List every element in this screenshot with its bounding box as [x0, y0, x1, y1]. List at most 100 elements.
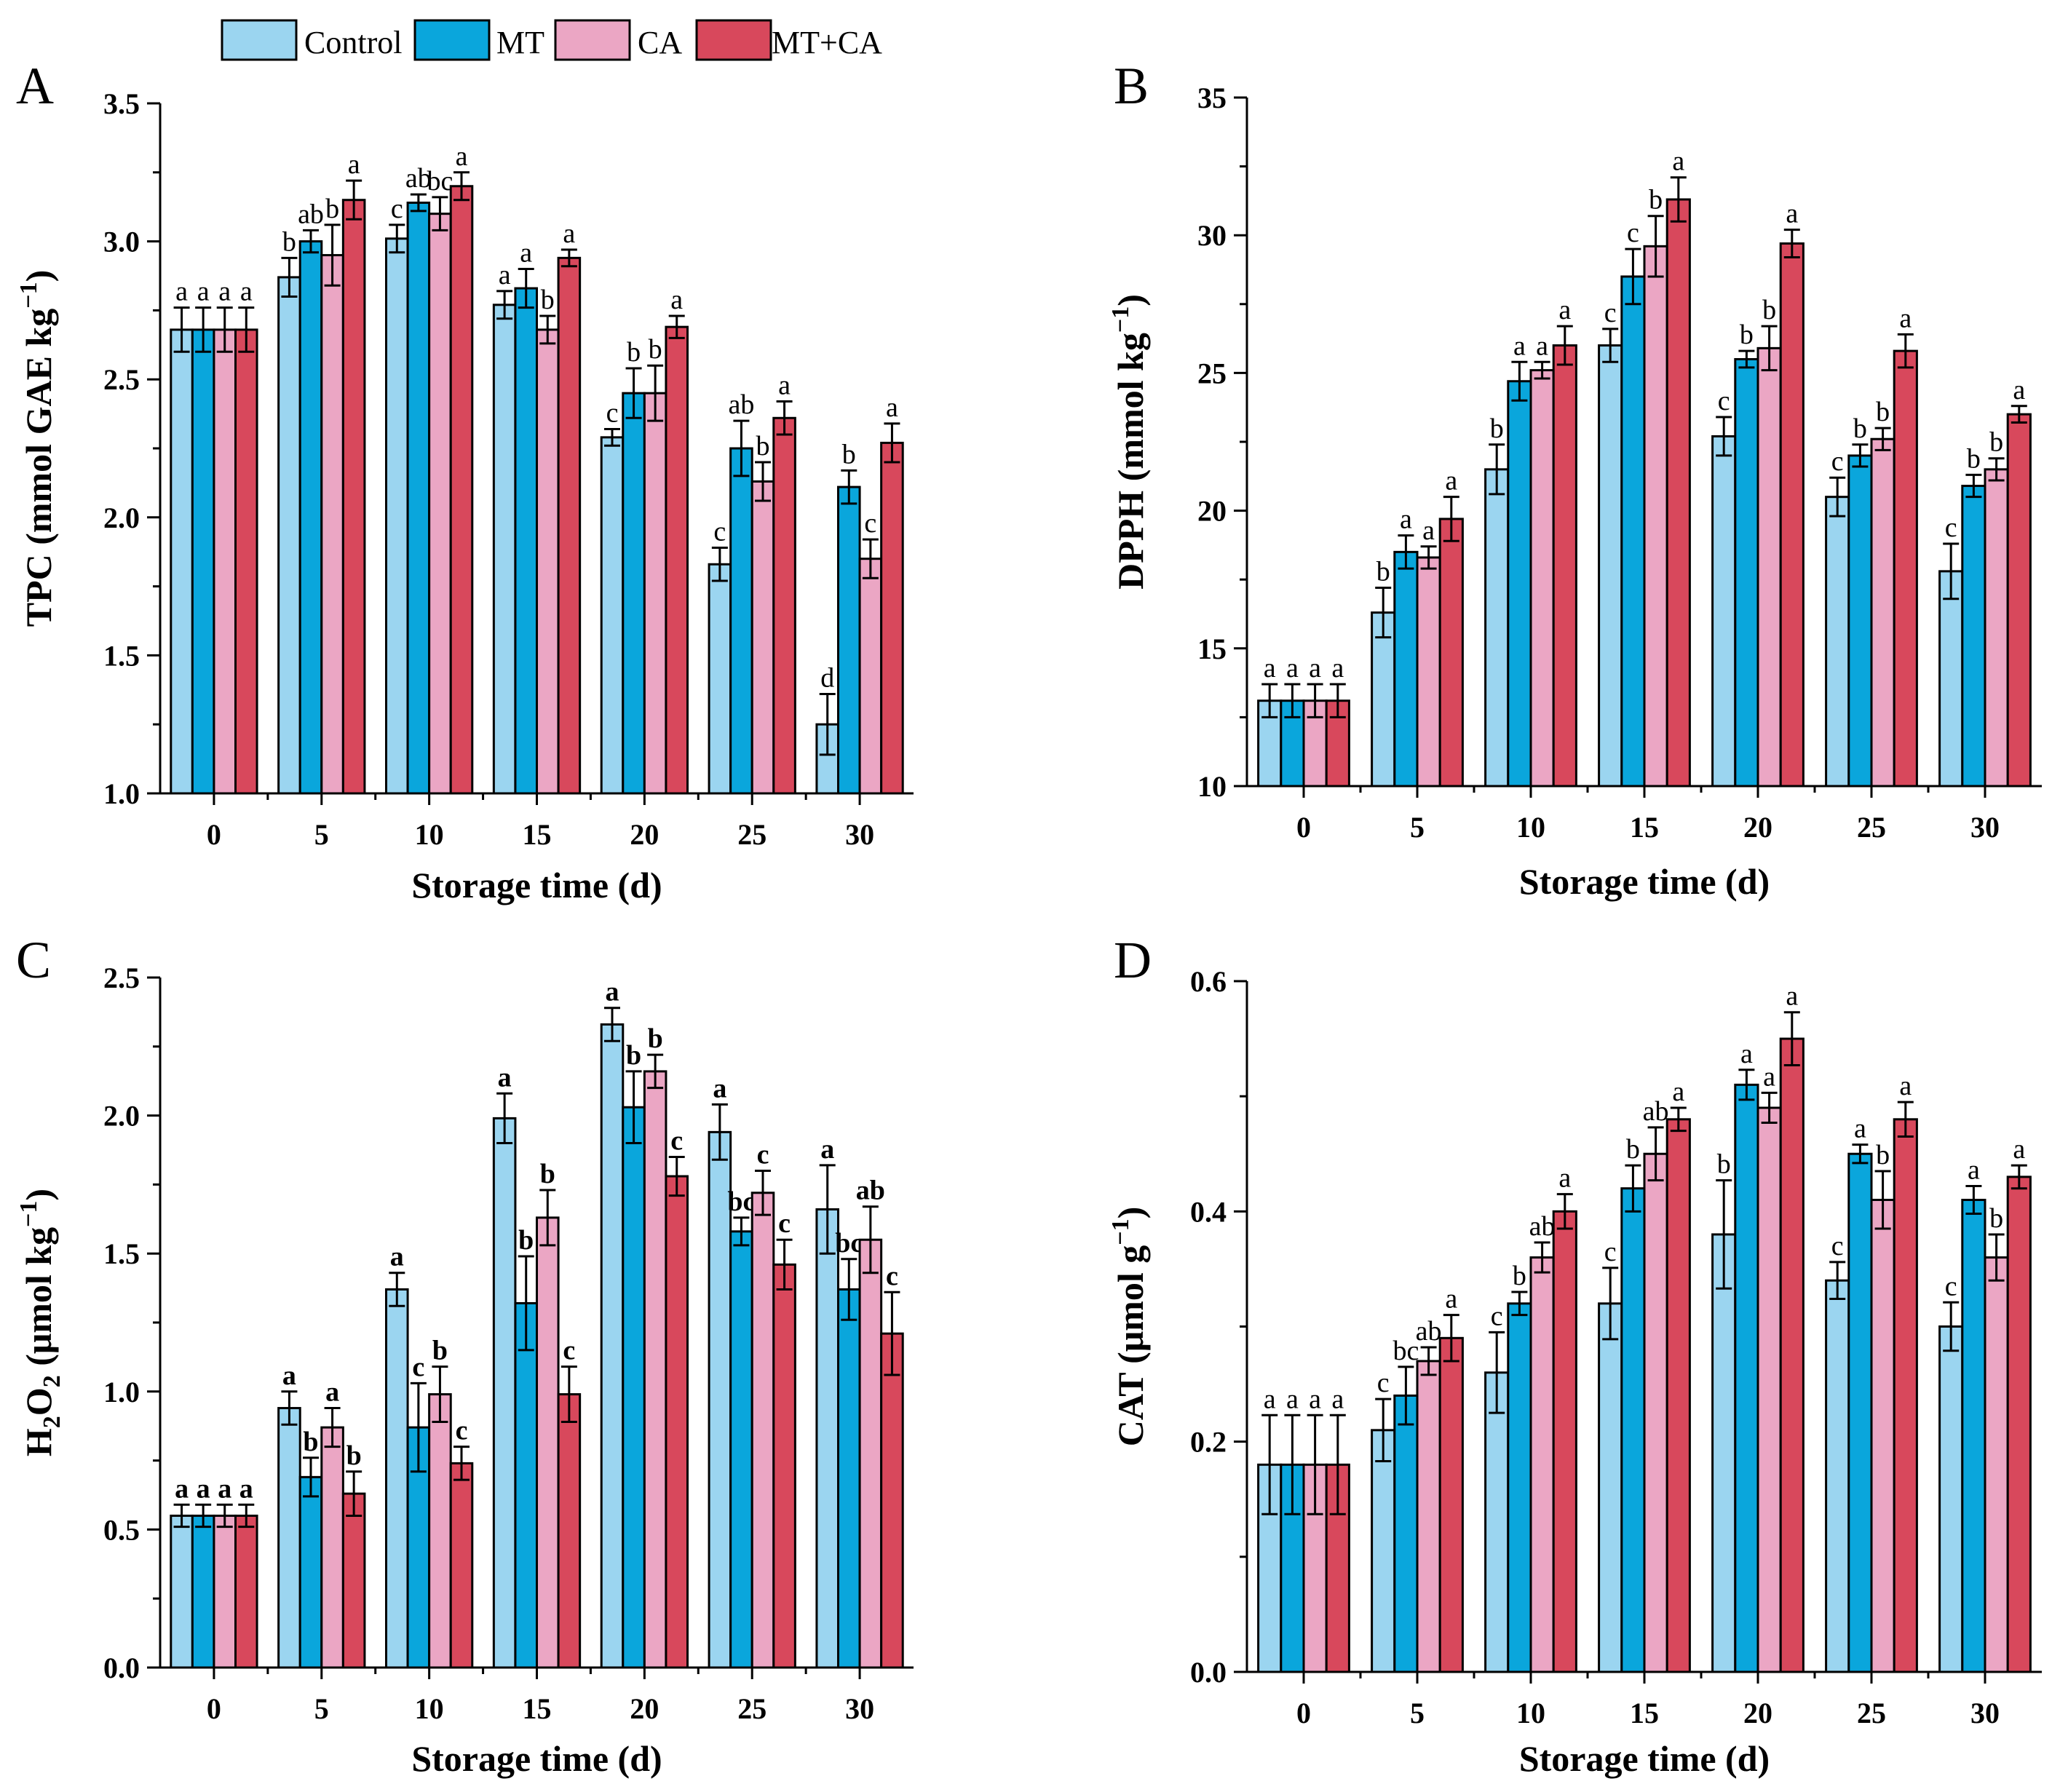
chart-panel-b: Babbccccaaacbbbaaabbbbaaaaaaa10152025303… [1107, 57, 2042, 902]
significance-letter: a [456, 141, 468, 172]
x-tick-label: 15 [1630, 1697, 1659, 1729]
y-tick-label: 3.5 [103, 87, 140, 120]
significance-letter: b [1649, 185, 1663, 215]
significance-letter: a [1264, 653, 1276, 683]
bar-ca-20 [643, 1070, 668, 1669]
bar-ca-5 [1416, 556, 1441, 788]
bar-ca-25 [1870, 437, 1895, 788]
y-tick-label: 15 [1197, 633, 1227, 665]
significance-letter: c [1377, 1368, 1390, 1398]
bar-mt-5 [298, 240, 323, 795]
bar-mt-25 [729, 1230, 753, 1669]
x-axis-label: Storage time (d) [411, 865, 662, 905]
bar-mt-ca-5 [341, 1492, 366, 1669]
y-tick-label: 1.5 [103, 639, 140, 672]
y-label-text-rest: (μmol kg [18, 1227, 59, 1375]
bar-ca-25 [1870, 1199, 1895, 1673]
significance-letter: a [1740, 1039, 1753, 1069]
significance-letter: b [1876, 397, 1890, 427]
y-label-text-mid: O [18, 1387, 59, 1416]
significance-letter: b [756, 431, 770, 461]
significance-letter: ab [1416, 1316, 1442, 1347]
significance-letter: ab [728, 389, 754, 420]
bar-ca-0 [213, 1514, 237, 1669]
significance-letter: b [325, 194, 339, 224]
bar-mt-25 [1847, 454, 1873, 788]
y-tick-label: 2.0 [103, 501, 140, 534]
x-tick-label: 25 [737, 1692, 766, 1725]
bar-mt-5 [1393, 550, 1419, 788]
significance-letter: a [1558, 295, 1571, 325]
legend-swatch-2 [554, 19, 631, 61]
significance-letter: a [1558, 1163, 1571, 1194]
bar-ca-5 [1416, 1360, 1441, 1673]
significance-letter: a [240, 277, 253, 307]
significance-letter: c [1627, 218, 1639, 248]
significance-letter: a [1331, 653, 1344, 683]
x-tick-label: 20 [630, 1692, 659, 1725]
significance-letter: c [670, 1125, 683, 1156]
y-tick-label: 1.5 [103, 1237, 140, 1270]
significance-letter: a [175, 1473, 189, 1504]
significance-letter: c [1831, 446, 1844, 477]
x-tick-label: 5 [1410, 811, 1425, 844]
significance-letter: ab [856, 1175, 885, 1206]
bar-control-15 [492, 304, 517, 795]
y-label-text: H [18, 1428, 59, 1456]
significance-letter: b [626, 1040, 641, 1071]
bar-ca-15 [1643, 245, 1668, 788]
y-label-text: TPC (mmol GAE kg [18, 309, 59, 627]
significance-letter: c [778, 1208, 791, 1239]
significance-letter: a [563, 218, 575, 249]
significance-letter: b [346, 1440, 362, 1471]
significance-letter: ab [405, 163, 432, 194]
significance-letter: a [197, 277, 210, 307]
significance-letter: b [1876, 1140, 1890, 1170]
bar-mt-15 [514, 1301, 539, 1669]
y-tick-label: 1.0 [103, 1376, 140, 1408]
significance-letter: d [820, 662, 834, 693]
significance-letter: c [1491, 1301, 1503, 1331]
bar-ca-20 [1756, 1106, 1782, 1673]
bar-mt-ca-20 [665, 1175, 689, 1669]
significance-letter: a [1968, 1155, 1980, 1186]
bar-control-10 [1484, 1371, 1510, 1673]
significance-letter: a [820, 1134, 834, 1165]
significance-letter: b [627, 337, 641, 368]
significance-letter: a [1445, 466, 1457, 496]
x-tick-label: 20 [1743, 1697, 1772, 1729]
significance-letter: a [325, 1377, 339, 1408]
y-axis-label: CAT (μmol g−1) [1107, 1207, 1151, 1447]
x-tick-label: 15 [523, 1692, 552, 1725]
significance-letter: b [1626, 1134, 1640, 1165]
bar-control-0 [170, 328, 194, 795]
x-tick-label: 25 [1857, 1697, 1886, 1729]
significance-letter: a [713, 1073, 726, 1103]
bar-mt-ca-30 [880, 441, 904, 795]
x-tick-label: 10 [415, 818, 444, 851]
significance-letter: a [498, 1062, 512, 1093]
bar-control-30 [815, 1208, 840, 1669]
y-tick-label: 20 [1197, 495, 1227, 528]
panel-letter: B [1114, 57, 1149, 115]
significance-letter: a [1309, 1384, 1321, 1414]
y-tick-label: 2.0 [103, 1100, 140, 1133]
y-label-superscript: −1 [1107, 306, 1134, 333]
bar-control-25 [708, 1130, 732, 1669]
bar-ca-30 [1984, 1256, 2009, 1673]
significance-letter: b [1740, 320, 1754, 350]
bar-mt-ca-20 [665, 325, 689, 795]
significance-letter: a [1309, 653, 1321, 683]
y-label-text: DPPH (mmol kg [1110, 333, 1151, 590]
bar-mt-30 [1961, 485, 1986, 788]
bar-control-10 [1484, 468, 1510, 788]
bar-mt-ca-25 [1893, 1118, 1918, 1673]
significance-letter: a [1400, 504, 1412, 535]
significance-letter: b [1513, 1261, 1526, 1291]
bar-control-30 [1938, 1325, 1964, 1673]
significance-letter: c [886, 1261, 898, 1291]
bar-mt-15 [1620, 1187, 1646, 1673]
bar-control-25 [1825, 496, 1850, 788]
y-label-superscript: −1 [1107, 1218, 1134, 1245]
